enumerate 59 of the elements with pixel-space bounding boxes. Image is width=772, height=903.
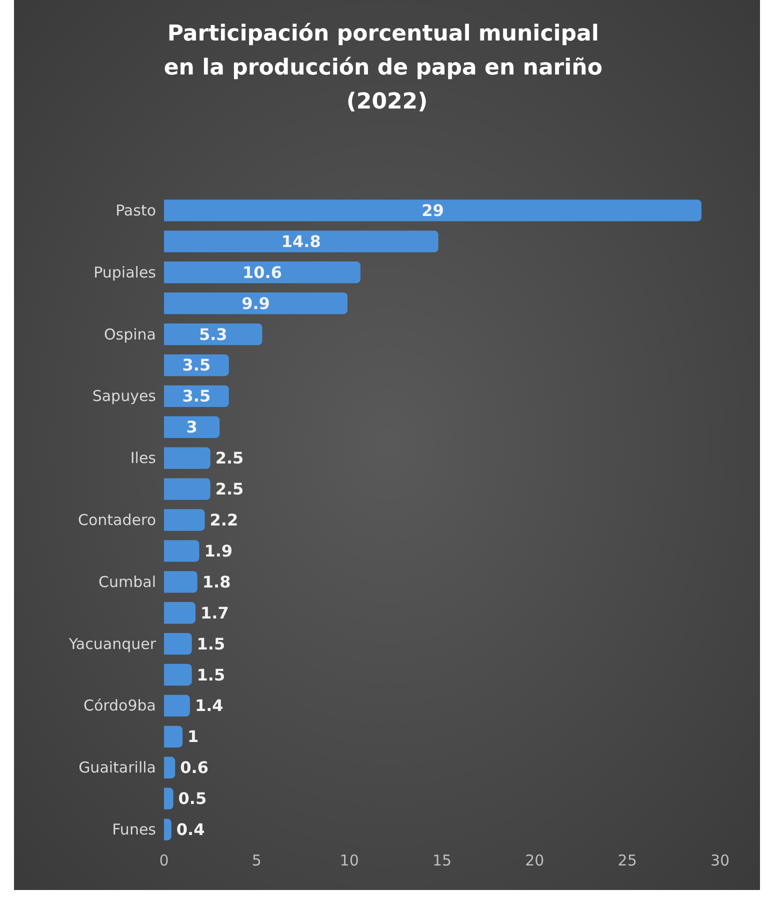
x-tick-label: 0 — [159, 852, 169, 870]
data-label: 0.5 — [178, 789, 207, 808]
bar — [164, 416, 220, 438]
y-tick-label: Iles — [130, 449, 156, 468]
y-tick-label: Guaitarilla — [78, 758, 156, 777]
data-label: 1 — [188, 727, 199, 746]
bar — [164, 447, 210, 469]
data-label: 1.8 — [202, 572, 231, 592]
bar — [164, 571, 198, 593]
bar — [164, 602, 196, 624]
data-label: 3.5 — [182, 386, 211, 406]
data-label: 1.5 — [196, 665, 226, 684]
x-tick-label: 30 — [710, 852, 730, 870]
data-label: 10.6 — [242, 262, 282, 282]
data-label: 1.9 — [204, 541, 233, 560]
y-tick-label: Contadero — [78, 511, 156, 529]
y-tick-label: Cumbal — [98, 572, 156, 591]
data-label: 0.6 — [180, 758, 208, 778]
bar — [164, 756, 176, 778]
bar — [164, 726, 183, 748]
x-tick-label: 5 — [252, 852, 262, 870]
data-label: 3.5 — [182, 356, 211, 375]
data-label: 1.5 — [196, 634, 226, 654]
y-tick-label: Córdo9ba — [83, 696, 156, 715]
x-tick-label: 10 — [340, 852, 359, 870]
data-label: 5.3 — [198, 324, 228, 344]
bar — [164, 262, 360, 284]
x-tick-label: 20 — [525, 852, 544, 870]
data-label: 2.5 — [215, 480, 244, 499]
bar — [164, 540, 200, 562]
bar — [164, 323, 262, 346]
y-tick-label: Sapuyes — [92, 387, 156, 406]
data-label: 2.2 — [210, 510, 238, 530]
data-label: 1.4 — [194, 696, 224, 716]
bar — [164, 818, 172, 840]
y-tick-label: Ospina — [104, 325, 156, 344]
bar — [164, 509, 205, 531]
y-tick-label: Yacuanquer — [68, 634, 157, 653]
bar — [164, 788, 174, 810]
data-label: 2.5 — [215, 448, 244, 468]
data-label: 9.9 — [242, 294, 270, 313]
data-label: 14.8 — [281, 232, 321, 251]
data-label: 0.4 — [176, 820, 205, 840]
bar — [164, 230, 438, 252]
x-tick-label: 25 — [618, 852, 637, 870]
bar — [164, 200, 702, 222]
data-label: 1.7 — [200, 603, 229, 622]
chart-title: Participación porcentual municipal en la producción de papa en nariño (2022) — [164, 22, 610, 114]
data-label: 29 — [422, 200, 444, 220]
y-tick-label: Pasto — [116, 201, 156, 220]
data-label: 3 — [186, 418, 198, 437]
y-tick-label: Funes — [112, 820, 156, 839]
bar — [164, 632, 192, 655]
bar — [164, 292, 348, 314]
y-tick-label: Pupiales — [94, 263, 156, 282]
bar — [164, 478, 210, 500]
bar — [164, 664, 192, 686]
bar — [164, 694, 190, 717]
x-tick-label: 15 — [432, 852, 452, 870]
